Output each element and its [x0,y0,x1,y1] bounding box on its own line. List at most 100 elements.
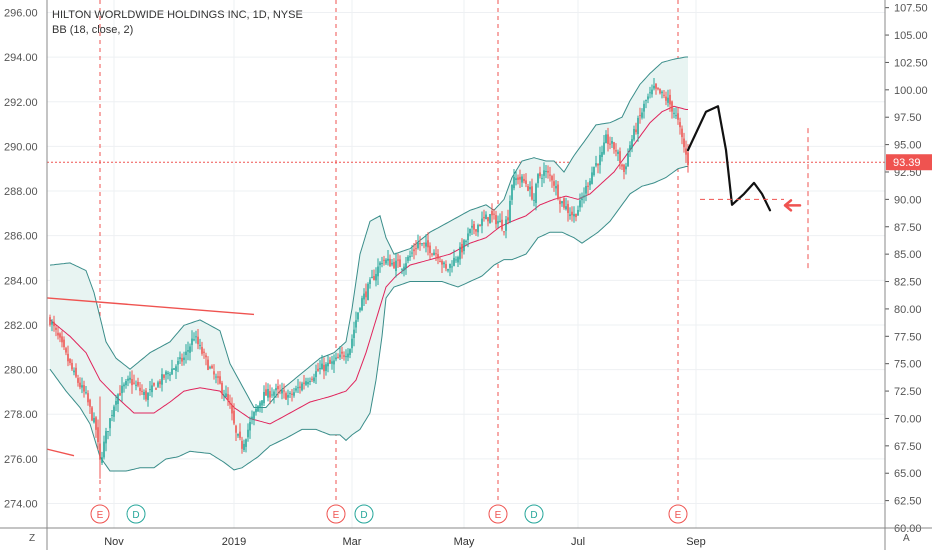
candle-body [193,339,195,341]
candle-body [321,363,323,370]
candle-body [317,368,319,371]
left-axis-tick: 296.00 [4,8,38,20]
candle-body [599,154,601,166]
candle-body [297,387,299,389]
candle-body [285,393,287,400]
candle-body [469,228,471,234]
candle-body [621,164,623,167]
candle-body [359,308,361,311]
candle-body [387,258,389,261]
candle-body [645,100,647,102]
candle-body [101,457,103,463]
candle-body [589,180,591,186]
candle-body [151,385,153,393]
earnings-marker[interactable] [488,504,508,524]
left-axis-tick: 278.00 [4,409,38,421]
candle-body [201,346,203,354]
candle-body [559,200,561,205]
earnings-marker[interactable] [326,504,346,524]
candle-body [269,391,271,398]
candle-body [457,257,459,263]
candle-body [135,384,137,386]
candle-body [257,405,259,412]
candle-body [675,115,677,117]
candle-body [129,377,131,380]
earnings-marker[interactable] [90,504,110,524]
dividend-marker[interactable] [354,504,374,524]
right-axis-tick: 65.00 [894,468,922,480]
right-axis-tick: 82.50 [894,277,922,289]
right-axis-tick: 70.00 [894,413,922,425]
candle-body [117,394,119,405]
candle-body [389,258,391,267]
candle-body [59,333,61,338]
earnings-marker-label: E [97,510,104,521]
right-axis-tick: 90.00 [894,194,922,206]
candle-body [539,172,541,177]
candle-body [383,259,385,261]
candle-body [251,416,253,419]
candle-body [537,174,539,184]
candle-body [157,382,159,387]
candle-body [231,404,233,414]
candle-body [153,382,155,386]
dividend-marker[interactable] [126,504,146,524]
candle-body [143,392,145,395]
candle-body [187,350,189,352]
candle-body [499,220,501,223]
candle-body [209,367,211,369]
candle-body [617,151,619,154]
candle-body [647,96,649,100]
candle-body [503,231,505,233]
x-axis-tick: May [454,536,475,548]
candle-body [169,374,171,376]
candle-body [417,242,419,249]
candle-body [587,185,589,187]
left-axis-tick: 292.00 [4,97,38,109]
candle-body [119,392,121,396]
candle-body [423,242,425,244]
candle-body [207,359,209,370]
candle-body [263,391,265,404]
candle-body [403,266,405,271]
candle-body [113,406,115,417]
candle-body [105,431,107,444]
candle-body [197,336,199,345]
candle-body [215,376,217,378]
candle-body [409,255,411,258]
candle-body [57,332,59,336]
candle-body [461,244,463,253]
candle-body [605,134,607,144]
candle-body [477,225,479,233]
candle-body [487,217,489,222]
candle-body [601,152,603,157]
candle-body [385,259,387,264]
candle-body [593,166,595,176]
right-axis-tick: 95.00 [894,140,922,152]
candle-body [323,364,325,372]
candle-body [531,186,533,200]
candle-body [53,321,55,327]
candle-body [83,385,85,392]
candle-body [79,382,81,388]
earnings-marker[interactable] [668,504,688,524]
candle-body [451,266,453,268]
candle-body [369,279,371,285]
candle-body [681,128,683,138]
candle-body [609,143,611,145]
candle-body [651,89,653,95]
drawings[interactable] [46,105,809,457]
candle-body [73,370,75,373]
candle-body [597,163,599,166]
candle-body [433,252,435,256]
dividend-marker[interactable] [524,504,544,524]
candle-body [467,233,469,241]
auto-scale-button[interactable]: A [903,533,910,544]
candle-body [121,385,123,394]
candle-body [425,242,427,247]
candle-body [103,441,105,458]
timezone-button[interactable]: Z [29,533,36,544]
candle-body [649,92,651,94]
